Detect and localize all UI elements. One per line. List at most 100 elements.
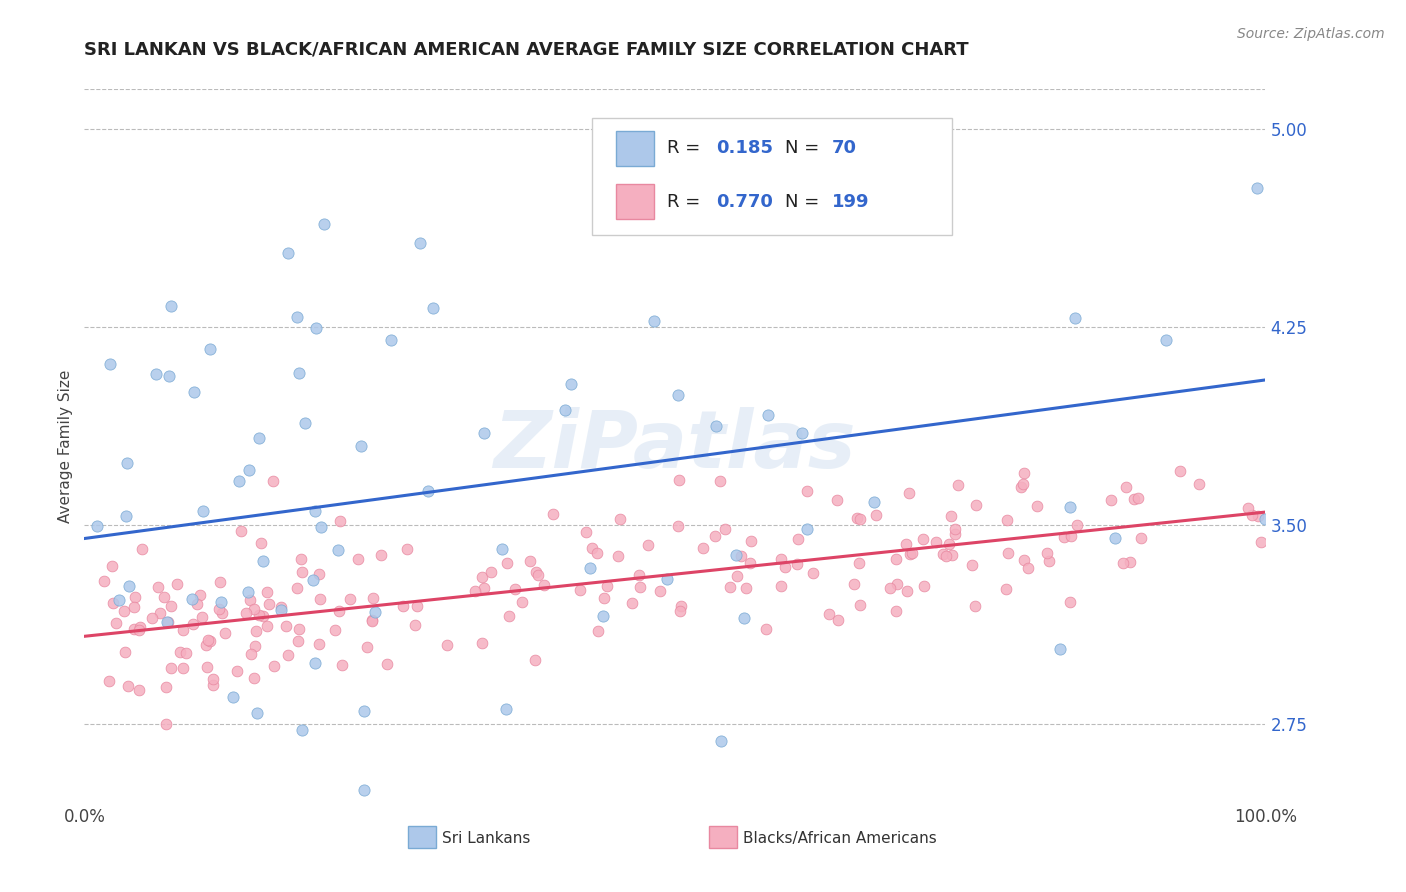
Point [523, 653, 546, 667]
Point [252, 608, 274, 623]
Point [897, 486, 920, 500]
Point [291, 565, 314, 579]
Point [330, 658, 353, 673]
Point [886, 577, 908, 591]
Point [231, 524, 253, 538]
Point [181, 616, 204, 631]
Point [228, 474, 250, 488]
Point [1059, 500, 1081, 514]
Point [751, 172, 773, 186]
Point [1025, 499, 1047, 513]
Point [593, 591, 616, 606]
FancyBboxPatch shape [709, 826, 738, 848]
Point [1052, 530, 1074, 544]
Point [1049, 642, 1071, 657]
Point [98, 357, 121, 371]
Point [995, 513, 1018, 527]
Point [174, 646, 197, 660]
Point [769, 552, 792, 566]
Point [243, 639, 266, 653]
Point [627, 568, 650, 582]
Point [606, 549, 628, 563]
Text: N =: N = [785, 139, 825, 157]
Point [709, 474, 731, 488]
Point [115, 509, 138, 524]
Point [912, 579, 935, 593]
Point [801, 566, 824, 581]
Point [288, 366, 311, 380]
Point [422, 301, 444, 315]
Point [796, 523, 818, 537]
Point [945, 526, 967, 541]
Point [848, 556, 870, 570]
Point [472, 581, 495, 595]
Point [735, 581, 758, 595]
Point [191, 609, 214, 624]
FancyBboxPatch shape [592, 118, 952, 235]
Point [201, 678, 224, 692]
Point [925, 534, 948, 549]
Point [533, 577, 555, 591]
Point [326, 542, 349, 557]
Point [209, 594, 232, 608]
Point [409, 236, 432, 251]
Text: ZiPatlas: ZiPatlas [494, 407, 856, 485]
Point [637, 538, 659, 552]
Point [894, 537, 917, 551]
Point [101, 596, 124, 610]
Point [156, 615, 179, 629]
Point [114, 645, 136, 659]
Point [277, 648, 299, 662]
Point [943, 523, 966, 537]
Point [191, 503, 214, 517]
Point [479, 565, 502, 579]
Point [188, 588, 211, 602]
Point [221, 690, 243, 704]
Point [361, 591, 384, 605]
Point [309, 520, 332, 534]
Point [710, 734, 733, 748]
Point [1119, 555, 1142, 569]
Point [172, 661, 194, 675]
Text: 0.770: 0.770 [716, 193, 773, 211]
Point [247, 607, 270, 622]
Point [263, 658, 285, 673]
Point [149, 606, 172, 620]
Point [725, 548, 748, 562]
Point [503, 582, 526, 597]
Point [692, 541, 714, 555]
Point [596, 579, 619, 593]
Point [208, 574, 231, 589]
Point [1115, 480, 1137, 494]
Point [380, 333, 402, 347]
Point [592, 608, 614, 623]
Point [364, 606, 387, 620]
Point [725, 569, 748, 583]
Text: N =: N = [785, 193, 825, 211]
Point [270, 603, 292, 617]
Point [703, 529, 725, 543]
Point [463, 583, 485, 598]
Point [609, 512, 631, 526]
Point [1246, 180, 1268, 194]
Point [239, 593, 262, 607]
Point [510, 595, 533, 609]
Point [1112, 556, 1135, 570]
Point [825, 493, 848, 508]
Text: R =: R = [666, 139, 706, 157]
Point [887, 202, 910, 217]
Point [621, 596, 644, 610]
Text: Blacks/African Americans: Blacks/African Americans [744, 831, 938, 846]
Text: Sri Lankans: Sri Lankans [443, 831, 530, 846]
Point [395, 542, 418, 557]
Point [862, 495, 884, 509]
FancyBboxPatch shape [408, 826, 436, 848]
Point [1017, 561, 1039, 575]
Point [1250, 534, 1272, 549]
Point [197, 659, 219, 673]
Point [1247, 508, 1270, 523]
Point [416, 484, 439, 499]
Text: 70: 70 [832, 139, 858, 157]
Point [211, 606, 233, 620]
Point [160, 299, 183, 313]
